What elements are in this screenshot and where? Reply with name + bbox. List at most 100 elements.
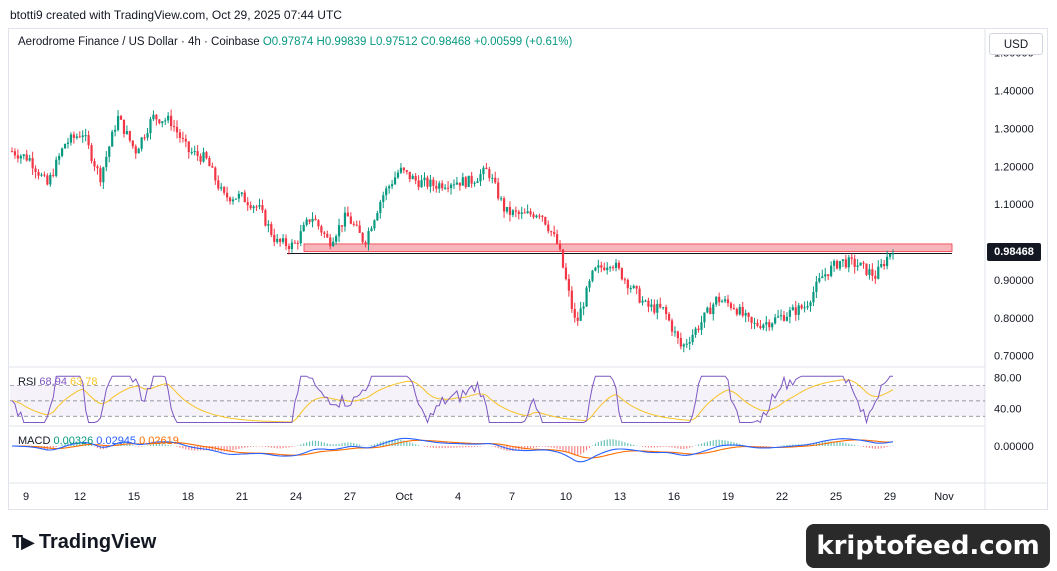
candle-body [408, 171, 411, 180]
candle-body [594, 267, 597, 271]
candle-body [806, 305, 809, 308]
y-tick-label: 1.20000 [994, 161, 1034, 173]
candle-body [196, 151, 199, 156]
candle-body [579, 308, 582, 321]
candle-body [134, 146, 137, 154]
candle-body [629, 287, 632, 289]
candle-body [87, 135, 90, 146]
candle-body [556, 234, 559, 244]
candle-body [358, 225, 361, 233]
symbol-title: Aerodrome Finance / US Dollar · 4h · Coi… [18, 36, 260, 48]
y-tick-label: 1.10000 [994, 199, 1034, 211]
candle-body [405, 170, 408, 172]
macd-signal-value: 0.02619 [139, 435, 179, 447]
candle-body [691, 334, 694, 343]
candle-body [573, 308, 576, 318]
candle-body [585, 287, 588, 307]
candle-body [558, 243, 562, 250]
candle-body [390, 184, 394, 187]
candle-body [417, 180, 420, 188]
x-tick-label: 15 [128, 491, 140, 503]
candle-body [482, 167, 485, 175]
candle-body [765, 322, 768, 325]
candle-body [90, 145, 93, 162]
candle-body [31, 158, 34, 169]
candle-body [844, 259, 847, 268]
candle-body [361, 232, 364, 243]
candle-body [756, 322, 759, 326]
candle-body [382, 195, 385, 203]
candle-body [476, 181, 479, 183]
candle-body [508, 206, 512, 215]
candle-body [296, 242, 299, 244]
candle-body [738, 306, 741, 315]
x-tick-label: Nov [934, 491, 954, 503]
x-tick-label: 19 [722, 491, 734, 503]
tradingview-mark-icon: T▶ [12, 532, 35, 552]
x-tick-label: 21 [236, 491, 248, 503]
candle-body [175, 126, 179, 133]
candle-body [458, 182, 461, 186]
candle-body [396, 172, 400, 178]
candle-body [670, 320, 674, 332]
open-value: O0.97874 [262, 36, 314, 48]
candle-body [311, 218, 314, 222]
candle-body [871, 269, 874, 276]
candle-body [317, 220, 320, 227]
candle-body [762, 324, 765, 329]
candle-body [329, 237, 332, 247]
resistance-zone [303, 243, 953, 252]
low-value: L0.97512 [369, 36, 418, 48]
candle-body [832, 260, 836, 266]
candle-body [768, 322, 771, 328]
candle-body [228, 197, 232, 202]
x-tick-label: 27 [344, 491, 356, 503]
candle-body [155, 114, 158, 120]
candle-body [827, 274, 830, 277]
candle-body [240, 192, 243, 194]
candle-body [234, 198, 238, 200]
candle-body [49, 174, 52, 185]
x-tick-label: 13 [614, 491, 626, 503]
candle-body [812, 291, 815, 303]
candle-body [37, 172, 40, 176]
candle-body [461, 177, 464, 186]
candle-body [149, 119, 152, 134]
candle-body [125, 131, 129, 134]
candle-body [161, 121, 164, 124]
candle-body [838, 261, 842, 269]
candle-body [105, 156, 108, 168]
x-tick-label: 16 [668, 491, 680, 503]
candle-body [131, 140, 134, 147]
rsi-axis-label: 80.00 [994, 373, 1022, 385]
candle-body [600, 265, 603, 268]
candle-body [119, 115, 123, 120]
candle-body [446, 187, 450, 189]
candle-body [747, 312, 750, 317]
candle-body [667, 313, 671, 321]
candle-body [66, 142, 70, 145]
currency-button[interactable]: USD [989, 33, 1043, 55]
candle-body [523, 212, 526, 214]
rsi-label: RSI [18, 376, 37, 388]
candle-body [794, 307, 797, 315]
candle-body [517, 211, 520, 214]
candle-body [205, 152, 208, 159]
y-tick-label: 1.40000 [994, 86, 1034, 98]
candle-body [611, 267, 615, 269]
candle-body [385, 188, 388, 196]
candle-body [697, 328, 700, 330]
candle-body [225, 192, 229, 198]
candle-body [485, 167, 488, 170]
candle-body [479, 174, 482, 182]
candle-body [656, 303, 659, 313]
candle-body [750, 316, 753, 323]
candle-body [293, 242, 296, 244]
candle-body [735, 308, 738, 315]
candle-body [588, 280, 591, 288]
candle-body [52, 174, 55, 176]
candle-body [287, 246, 291, 250]
symbol-legend: Aerodrome Finance / US Dollar · 4h · Coi… [18, 36, 572, 48]
candle-body [818, 278, 821, 282]
